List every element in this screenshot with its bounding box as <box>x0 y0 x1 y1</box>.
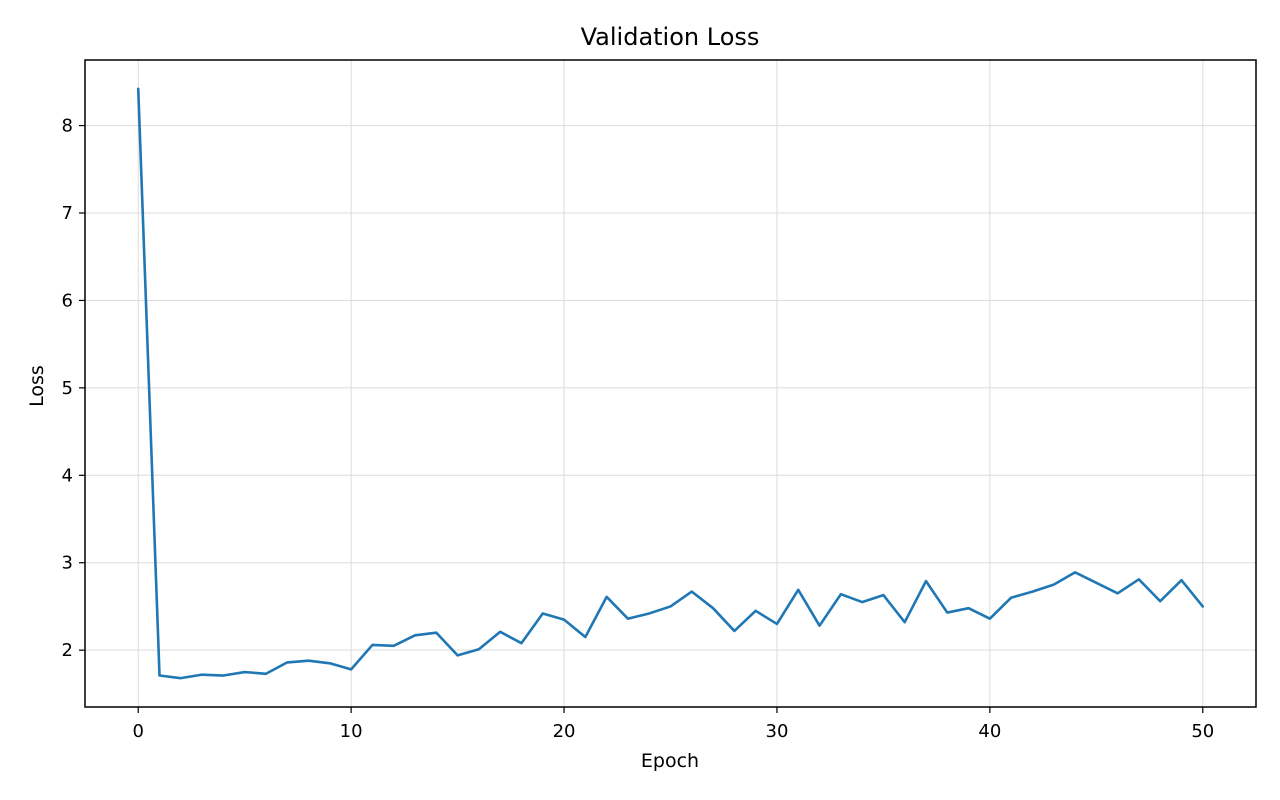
x-tick-label: 30 <box>766 721 789 742</box>
y-tick-label: 2 <box>62 640 73 661</box>
x-axis-ticks: 0 10 20 30 40 50 <box>133 707 1214 742</box>
grid-lines <box>85 60 1256 707</box>
y-tick-label: 4 <box>62 465 73 486</box>
y-tick-label: 5 <box>62 378 73 399</box>
series-line <box>136 87 1205 680</box>
plot-frame <box>84 59 1257 708</box>
y-tick-label: 8 <box>62 116 73 137</box>
y-tick-label: 6 <box>62 290 73 311</box>
series-group <box>136 87 1205 680</box>
x-tick-label: 40 <box>978 721 1001 742</box>
x-tick-label: 0 <box>133 721 144 742</box>
y-axis-ticks: 2 3 4 5 6 7 8 <box>62 116 85 661</box>
y-axis-label: Loss <box>26 365 48 407</box>
x-tick-label: 10 <box>340 721 363 742</box>
chart-title: Validation Loss <box>581 23 760 51</box>
y-tick-label: 7 <box>62 203 73 224</box>
x-tick-label: 50 <box>1191 721 1214 742</box>
x-tick-label: 20 <box>553 721 576 742</box>
x-axis-label: Epoch <box>641 750 699 772</box>
y-tick-label: 3 <box>62 553 73 574</box>
